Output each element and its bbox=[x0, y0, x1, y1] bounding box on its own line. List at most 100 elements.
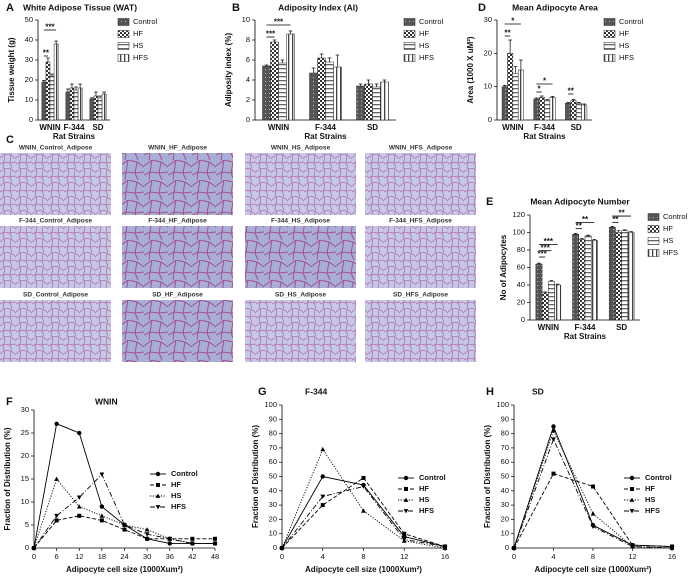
bar bbox=[565, 103, 572, 121]
legend-swatch bbox=[647, 225, 660, 233]
y-tick-label: 30 bbox=[25, 55, 33, 64]
marker bbox=[54, 476, 60, 481]
error-bar bbox=[74, 86, 78, 90]
legend-label: HFS bbox=[619, 53, 634, 62]
significance-label: ** bbox=[619, 209, 626, 218]
marker bbox=[361, 484, 366, 489]
error-bar bbox=[319, 53, 324, 58]
error-bar bbox=[54, 40, 58, 44]
legend-label: Control bbox=[171, 469, 198, 478]
marker bbox=[320, 474, 325, 479]
legend-swatch bbox=[117, 18, 130, 26]
significance-label: ** bbox=[612, 215, 619, 224]
marker bbox=[76, 504, 82, 509]
y-tick-label: 10 bbox=[21, 497, 29, 506]
x-tick-label: 4 bbox=[321, 552, 325, 561]
significance-label: *** bbox=[45, 23, 55, 32]
legend-label: HF bbox=[645, 484, 655, 493]
error-bar bbox=[382, 79, 387, 82]
bar bbox=[517, 69, 524, 121]
y-tick-label: 25 bbox=[21, 428, 29, 437]
micrograph-label: F-344_HS_Adipose bbox=[271, 218, 330, 225]
marker bbox=[213, 536, 217, 541]
chart-title: F-344 bbox=[305, 386, 327, 396]
x-tick-label: 0 bbox=[280, 552, 284, 561]
marker bbox=[279, 546, 285, 551]
x-axis-title: Rat Strains bbox=[304, 132, 347, 141]
y-tick-label: 15 bbox=[21, 474, 29, 483]
panel-letter: F bbox=[6, 396, 13, 408]
x-tick-label: 48 bbox=[211, 552, 219, 561]
y-tick-label: 70 bbox=[269, 443, 277, 452]
error-bar bbox=[264, 64, 269, 66]
error-bar bbox=[46, 57, 50, 62]
error-bar bbox=[592, 239, 597, 241]
error-bar bbox=[513, 66, 518, 74]
x-tick-label: SD bbox=[92, 123, 103, 132]
panel-letter: A bbox=[6, 2, 14, 14]
micrograph-label: SD_Control_Adipose bbox=[23, 292, 88, 299]
marker bbox=[77, 430, 82, 436]
y-tick-label: 120 bbox=[512, 210, 525, 219]
significance-label: * bbox=[538, 85, 542, 94]
bar bbox=[325, 61, 334, 121]
x-tick-label: 6 bbox=[55, 552, 59, 561]
y-tick-label: 0 bbox=[521, 315, 525, 324]
legend-swatch bbox=[403, 18, 416, 26]
marker bbox=[551, 471, 556, 476]
bar bbox=[356, 85, 365, 121]
y-tick-label: 0 bbox=[29, 115, 33, 124]
x-tick-label: WNIN bbox=[502, 123, 524, 132]
y-tick-label: 100 bbox=[512, 227, 525, 236]
x-tick-label: 12 bbox=[628, 552, 636, 561]
panel-letter: B bbox=[232, 2, 240, 14]
error-bar bbox=[78, 83, 82, 88]
marker bbox=[402, 531, 407, 536]
y-tick-label: 90 bbox=[501, 414, 509, 423]
significance-label: ** bbox=[576, 221, 583, 230]
y-tick-label: 0 bbox=[246, 115, 250, 124]
chart-title: Mean Adipocyte Area bbox=[512, 2, 598, 12]
marker bbox=[144, 527, 150, 532]
marker bbox=[77, 513, 82, 518]
micrograph-label: WNIN_Control_Adipose bbox=[19, 145, 93, 152]
bar bbox=[333, 66, 342, 121]
y-axis-title: Area (1000 X uM²) bbox=[466, 36, 475, 103]
y-tick-label: 80 bbox=[269, 429, 277, 438]
bar bbox=[549, 97, 556, 121]
bar bbox=[45, 61, 51, 121]
marker bbox=[511, 546, 517, 551]
error-bar bbox=[580, 238, 584, 240]
error-bar bbox=[545, 99, 549, 101]
legend-swatch bbox=[403, 30, 416, 38]
panel-letter: H bbox=[486, 386, 494, 398]
bar bbox=[548, 281, 555, 321]
legend-label: HFS bbox=[419, 53, 434, 62]
bar bbox=[49, 75, 55, 121]
y-tick-label: 30 bbox=[21, 405, 29, 414]
marker bbox=[99, 518, 104, 523]
bar bbox=[627, 232, 635, 321]
marker bbox=[669, 546, 675, 551]
bar bbox=[572, 234, 580, 321]
legend-swatch bbox=[117, 30, 130, 38]
error-bar bbox=[566, 101, 570, 104]
bar bbox=[69, 87, 75, 121]
legend-label: HFS bbox=[645, 506, 660, 515]
marker bbox=[212, 541, 218, 546]
x-tick-label: F-344 bbox=[575, 323, 596, 332]
significance-label: * bbox=[543, 77, 547, 86]
legend-label: HF bbox=[419, 29, 429, 38]
bar bbox=[101, 93, 107, 121]
legend-label: HS bbox=[619, 41, 629, 50]
y-tick-label: 50 bbox=[25, 15, 33, 24]
x-tick-label: SD bbox=[367, 123, 378, 132]
legend-marker bbox=[156, 483, 160, 487]
micrograph bbox=[0, 226, 111, 288]
bar bbox=[278, 62, 287, 121]
y-axis-title: Fraction of Distribution (%) bbox=[3, 427, 12, 530]
legend-label: HF bbox=[663, 224, 673, 233]
significance-label: *** bbox=[537, 250, 547, 259]
legend-label: HS bbox=[645, 495, 655, 504]
